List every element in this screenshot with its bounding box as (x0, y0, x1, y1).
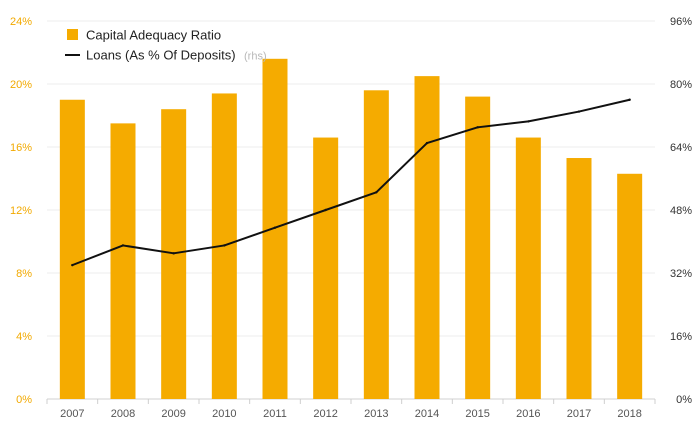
x-tick-label: 2017 (567, 408, 591, 420)
line-point (375, 191, 378, 194)
y-right-tick-label: 64% (670, 142, 692, 154)
y-right-tick-label: 80% (670, 79, 692, 91)
line-point (324, 208, 327, 212)
x-tick-label: 2014 (415, 408, 439, 420)
bar (414, 76, 440, 399)
line-series (71, 98, 631, 267)
x-tick-label: 2008 (111, 408, 135, 420)
line-point (628, 98, 631, 101)
x-tick-label: 2013 (364, 408, 388, 420)
bar (515, 137, 541, 400)
x-tick-label: 2018 (617, 408, 641, 420)
bar (566, 158, 592, 399)
y-left-tick-label: 0% (16, 394, 32, 406)
x-tick-label: 2012 (313, 408, 337, 420)
line-point (273, 226, 277, 229)
y-left-tick-label: 4% (16, 331, 32, 343)
bar (59, 99, 85, 399)
y-left-tick-label: 24% (10, 16, 32, 28)
bar (465, 96, 491, 399)
y-right-tick-label: 16% (670, 331, 692, 343)
x-tick-label: 2007 (60, 408, 84, 420)
bar (110, 123, 136, 399)
y-left-tick-label: 20% (10, 79, 32, 91)
bar (363, 90, 389, 400)
bar (313, 137, 339, 400)
x-tick-label: 2016 (516, 408, 540, 420)
line-point (577, 110, 581, 113)
x-tick-label: 2011 (263, 408, 287, 420)
line-point (527, 120, 530, 123)
x-axis: 2007 2008 2009 2010 2011 2012 2013 2014 2015 2016… (46, 399, 656, 420)
legend-label-line: Loans (As % Of Deposits) (86, 48, 236, 63)
line-point (476, 126, 479, 129)
y-right-tick-label: 48% (670, 205, 692, 217)
line-point (425, 141, 429, 145)
y-right-tick-label: 0% (676, 394, 692, 406)
line-point (121, 244, 125, 247)
y-axis-right: 0% 16% 32% 48% 64% 80% 96% (670, 16, 692, 406)
gridlines (47, 20, 655, 400)
line-path (71, 98, 630, 267)
legend-label-line-group: Loans (As % Of Deposits) (rhs) (86, 47, 267, 64)
y-left-tick-label: 12% (10, 205, 32, 217)
line-point (172, 252, 175, 255)
line-point (223, 244, 226, 247)
legend: Capital Adequacy Ratio Loans (As % Of De… (65, 28, 267, 64)
bar-series (59, 58, 643, 400)
y-left-tick-label: 16% (10, 142, 32, 154)
x-tick-label: 2009 (161, 408, 185, 420)
y-right-tick-label: 96% (670, 16, 692, 28)
x-tick-label: 2010 (212, 408, 236, 420)
bar (617, 173, 643, 399)
line-point (71, 263, 74, 267)
x-tick-label: 2015 (465, 408, 489, 420)
y-axis-left: 0% 4% 8% 12% 16% 20% 24% (10, 16, 32, 406)
legend-swatch-bar (67, 29, 78, 40)
y-left-tick-label: 8% (16, 268, 32, 280)
legend-label-bar: Capital Adequacy Ratio (86, 28, 221, 43)
legend-note-rhs: (rhs) (244, 51, 267, 63)
y-right-tick-label: 32% (670, 268, 692, 280)
